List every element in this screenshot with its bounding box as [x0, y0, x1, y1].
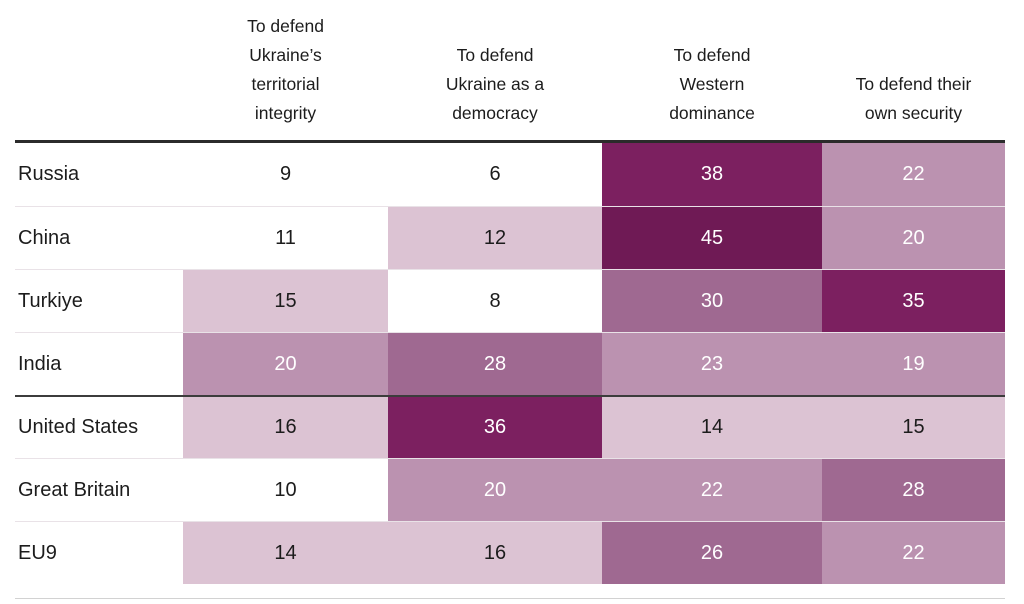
corner-cell — [15, 128, 183, 140]
table-body: Russia 9 6 38 22 China 11 12 45 20 Turkiye 15 8 30 35 I… — [15, 143, 1005, 584]
value-cell: 15 — [183, 270, 388, 332]
table-header-row: To defend Ukraine’s territorial integrit… — [15, 8, 1005, 143]
value-cell: 28 — [822, 459, 1005, 521]
value-cell: 6 — [388, 143, 602, 206]
value-cell: 30 — [602, 270, 822, 332]
table-row: Great Britain 10 20 22 28 — [15, 458, 1005, 521]
column-header-own-security: To defend their own security — [855, 74, 972, 123]
value-cell: 11 — [183, 207, 388, 269]
value-cell: 22 — [822, 143, 1005, 206]
value-cell: 22 — [602, 459, 822, 521]
value-cell: 12 — [388, 207, 602, 269]
value-cell: 16 — [183, 397, 388, 458]
value-cell: 20 — [388, 459, 602, 521]
value-cell: 15 — [822, 397, 1005, 458]
value-cell: 38 — [602, 143, 822, 206]
column-header-democracy: To defend Ukraine as a democracy — [445, 45, 545, 123]
value-cell: 9 — [183, 143, 388, 206]
value-cell: 20 — [183, 333, 388, 395]
column-header-western-dominance: To defend Western dominance — [669, 45, 755, 123]
row-label: India — [15, 333, 183, 395]
value-cell: 26 — [602, 522, 822, 584]
heatmap-table: To defend Ukraine’s territorial integrit… — [15, 0, 1005, 599]
value-cell: 36 — [388, 397, 602, 458]
value-cell: 16 — [388, 522, 602, 584]
value-cell: 20 — [822, 207, 1005, 269]
value-cell: 28 — [388, 333, 602, 395]
value-cell: 14 — [183, 522, 388, 584]
table-row: Russia 9 6 38 22 — [15, 143, 1005, 206]
table-row: India 20 28 23 19 — [15, 332, 1005, 395]
value-cell: 10 — [183, 459, 388, 521]
column-header-territorial-integrity: To defend Ukraine’s territorial integrit… — [247, 16, 324, 123]
value-cell: 23 — [602, 333, 822, 395]
table-row: United States 16 36 14 15 — [15, 395, 1005, 458]
row-label: Turkiye — [15, 270, 183, 332]
value-cell: 35 — [822, 270, 1005, 332]
value-cell: 22 — [822, 522, 1005, 584]
table-row: China 11 12 45 20 — [15, 206, 1005, 269]
value-cell: 45 — [602, 207, 822, 269]
row-label: Russia — [15, 143, 183, 206]
table-row: EU9 14 16 26 22 — [15, 521, 1005, 584]
row-label: Great Britain — [15, 459, 183, 521]
row-label: United States — [15, 397, 183, 458]
row-label: EU9 — [15, 522, 183, 584]
value-cell: 8 — [388, 270, 602, 332]
table-row: Turkiye 15 8 30 35 — [15, 269, 1005, 332]
table-bottom-border — [15, 598, 1005, 599]
value-cell: 14 — [602, 397, 822, 458]
value-cell: 19 — [822, 333, 1005, 395]
row-label: China — [15, 207, 183, 269]
